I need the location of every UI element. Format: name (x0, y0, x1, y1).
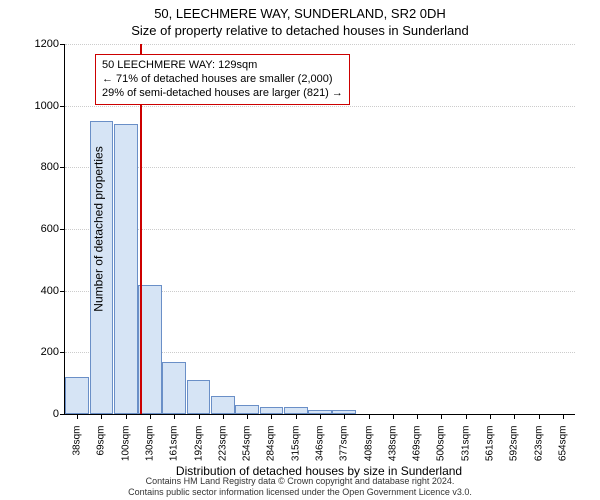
annotation-line: 50 LEECHMERE WAY: 129sqm (102, 59, 343, 73)
xtick-mark (199, 414, 200, 419)
title-sub: Size of property relative to detached ho… (0, 21, 600, 38)
footer-line-2: Contains public sector information licen… (0, 487, 600, 498)
histogram-bar (162, 362, 186, 414)
annotation-line: 29% of semi-detached houses are larger (… (102, 87, 343, 101)
ytick-mark (60, 291, 65, 292)
xtick-label: 346sqm (315, 426, 326, 462)
xtick-mark (174, 414, 175, 419)
ytick-mark (60, 352, 65, 353)
xtick-mark (126, 414, 127, 419)
xtick-label: 654sqm (557, 426, 568, 462)
xtick-label: 408sqm (363, 426, 374, 462)
ytick-mark (60, 106, 65, 107)
xtick-label: 438sqm (387, 426, 398, 462)
title-main: 50, LEECHMERE WAY, SUNDERLAND, SR2 0DH (0, 0, 600, 21)
xtick-label: 377sqm (339, 426, 350, 462)
xtick-label: 161sqm (169, 426, 180, 462)
ytick-label: 1000 (35, 100, 59, 112)
chart-area: 02004006008001000120038sqm69sqm100sqm130… (64, 44, 574, 414)
xtick-mark (247, 414, 248, 419)
xtick-mark (417, 414, 418, 419)
ytick-label: 200 (41, 346, 59, 358)
xtick-mark (539, 414, 540, 419)
histogram-bar (284, 407, 308, 414)
xtick-label: 500sqm (436, 426, 447, 462)
xtick-label: 623sqm (533, 426, 544, 462)
ytick-mark (60, 414, 65, 415)
xtick-mark (490, 414, 491, 419)
xtick-label: 130sqm (145, 426, 156, 462)
xtick-mark (344, 414, 345, 419)
xtick-label: 223sqm (217, 426, 228, 462)
ytick-label: 1200 (35, 38, 59, 50)
xtick-mark (77, 414, 78, 419)
xtick-label: 254sqm (242, 426, 253, 462)
ytick-mark (60, 44, 65, 45)
histogram-bar (211, 396, 235, 415)
footer-line-1: Contains HM Land Registry data © Crown c… (0, 476, 600, 487)
xtick-mark (369, 414, 370, 419)
histogram-bar (260, 407, 284, 414)
xtick-mark (320, 414, 321, 419)
xtick-mark (441, 414, 442, 419)
ytick-mark (60, 167, 65, 168)
xtick-label: 315sqm (290, 426, 301, 462)
plot: 02004006008001000120038sqm69sqm100sqm130… (64, 44, 575, 415)
xtick-mark (466, 414, 467, 419)
xtick-label: 561sqm (485, 426, 496, 462)
histogram-bar (114, 124, 138, 414)
xtick-mark (271, 414, 272, 419)
xtick-label: 192sqm (193, 426, 204, 462)
annotation-box: 50 LEECHMERE WAY: 129sqm← 71% of detache… (95, 54, 350, 105)
histogram-bar (65, 377, 89, 414)
xtick-mark (150, 414, 151, 419)
xtick-mark (101, 414, 102, 419)
xtick-mark (393, 414, 394, 419)
xtick-mark (514, 414, 515, 419)
xtick-mark (563, 414, 564, 419)
xtick-label: 100sqm (120, 426, 131, 462)
xtick-label: 469sqm (412, 426, 423, 462)
xtick-label: 284sqm (266, 426, 277, 462)
histogram-bar (187, 380, 211, 414)
annotation-line: ← 71% of detached houses are smaller (2,… (102, 73, 343, 87)
xtick-label: 592sqm (509, 426, 520, 462)
xtick-mark (296, 414, 297, 419)
histogram-bar (235, 405, 259, 414)
y-axis-label: Number of detached properties (92, 146, 106, 311)
ytick-label: 600 (41, 223, 59, 235)
ytick-label: 800 (41, 161, 59, 173)
xtick-mark (223, 414, 224, 419)
xtick-label: 69sqm (96, 426, 107, 456)
ytick-mark (60, 229, 65, 230)
xtick-label: 531sqm (460, 426, 471, 462)
ytick-label: 400 (41, 285, 59, 297)
footer-attribution: Contains HM Land Registry data © Crown c… (0, 476, 600, 498)
xtick-label: 38sqm (72, 426, 83, 456)
ytick-label: 0 (53, 408, 59, 420)
